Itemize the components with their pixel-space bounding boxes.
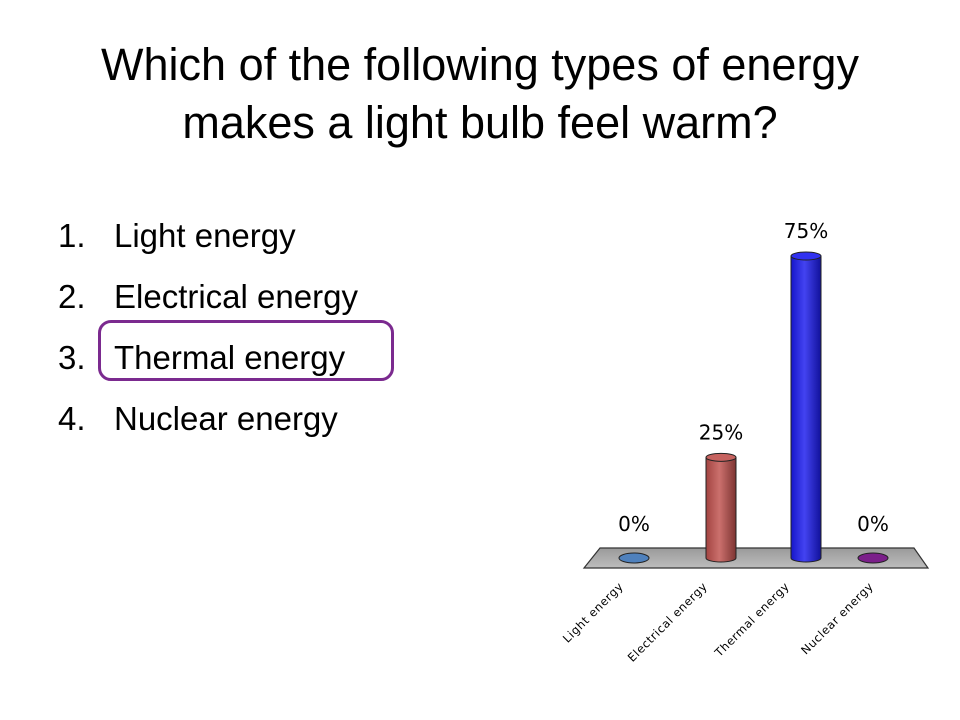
option-label: Nuclear energy <box>114 400 338 437</box>
answer-option-light: 1. Light energy <box>58 205 358 266</box>
answer-list: 1. Light energy 2. Electrical energy 3. The… <box>58 205 358 449</box>
option-number: 4. <box>58 400 86 437</box>
category-label-nuclear-energy: Nuclear energy <box>798 579 876 657</box>
page-title: Which of the following types of energy m… <box>40 36 920 152</box>
option-label: Thermal energy <box>114 339 346 376</box>
title-line-1: Which of the following types of energy <box>101 39 859 90</box>
bar-body-thermal-energy <box>790 255 822 563</box>
bar-electrical-energy <box>705 452 737 563</box>
option-number: 1. <box>58 217 86 254</box>
data-label-nuclear-energy: 0% <box>857 512 889 536</box>
option-label: Electrical energy <box>114 278 358 315</box>
option-number: 2. <box>58 278 86 315</box>
category-label-electrical-energy: Electrical energy <box>625 579 710 664</box>
bar-top-thermal-energy <box>790 251 822 261</box>
bar-nuclear-energy <box>857 552 889 564</box>
option-number: 3. <box>58 339 86 376</box>
bar-top-electrical-energy <box>705 452 737 462</box>
answer-option-electrical: 2. Electrical energy <box>58 266 358 327</box>
data-label-electrical-energy: 25% <box>699 420 743 444</box>
correct-answer-marker <box>98 320 394 381</box>
bar-body-electrical-energy <box>705 456 737 563</box>
data-label-thermal-energy: 75% <box>784 219 828 243</box>
bar-base-nuclear-energy <box>857 552 889 564</box>
data-label-light-energy: 0% <box>618 512 650 536</box>
answer-option-thermal: 3. Thermal energy <box>58 327 358 388</box>
answer-option-nuclear: 4. Nuclear energy <box>58 388 358 449</box>
category-label-thermal-energy: Thermal energy <box>711 579 792 660</box>
bar-base-light-energy <box>618 552 650 564</box>
bar-light-energy <box>618 552 650 564</box>
category-label-light-energy: Light energy <box>560 579 626 645</box>
option-label: Light energy <box>114 217 296 254</box>
title-line-2: makes a light bulb feel warm? <box>182 97 778 148</box>
bar-thermal-energy <box>790 251 822 563</box>
